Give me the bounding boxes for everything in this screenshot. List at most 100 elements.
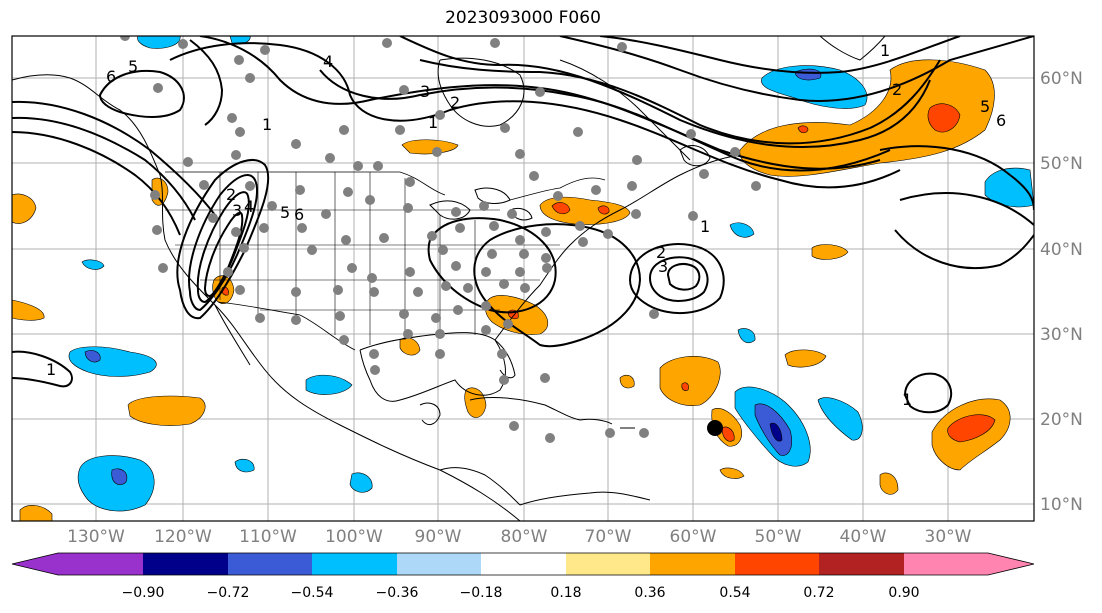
anomaly-negative-central-atlantic-core: [769, 422, 783, 442]
contour-label: 4: [244, 197, 254, 216]
contour-label: 1: [700, 217, 710, 236]
anomaly-positive-near-marker-core: [721, 426, 735, 442]
map-frame: [11, 35, 1035, 522]
contour-label: 1: [902, 390, 912, 409]
anomaly-negative-atlantic-small-3: [729, 222, 755, 238]
lon-tick-label: 40°W: [840, 527, 887, 547]
colorbar-label: −0.18: [460, 585, 503, 601]
anomaly-positive-central-atlantic-core: [681, 382, 689, 391]
lon-tick-label: 80°W: [501, 527, 548, 547]
anomaly-negative-atlantic-small-2: [737, 328, 756, 343]
anomaly-negative-pacific-small: [81, 259, 105, 270]
colorbar-segment: [735, 553, 819, 575]
contour-label: 2: [450, 93, 460, 112]
lon-tick-label: 60°W: [670, 527, 717, 547]
colorbar-segment: [650, 553, 735, 575]
colorbar-outline: [11, 552, 1035, 576]
anomaly-positive-pacific-3: [19, 505, 53, 521]
anomaly-negative-top-1: [137, 36, 181, 49]
anomaly-positive-northeast-core-2: [597, 205, 610, 215]
lon-tick-label: 90°W: [415, 527, 462, 547]
contour-label: 2: [226, 185, 236, 204]
contour-label: 2: [656, 243, 666, 262]
colorbar-segment: [566, 553, 650, 575]
anomaly-positive-north-atlantic-small: [797, 125, 809, 134]
contour-label: 5: [980, 97, 990, 116]
height-contours: [12, 36, 1034, 414]
colorbar-label: −0.54: [291, 585, 334, 601]
lon-tick-label: 50°W: [755, 527, 802, 547]
contour-label: 6: [106, 67, 116, 86]
lat-tick-label: 60°N: [1040, 69, 1083, 89]
anomaly-negative-atlantic-small-1: [817, 397, 863, 441]
contour-label: 1: [262, 115, 272, 134]
longitude-labels: 130°W 120°W 110°W 100°W 90°W 80°W 70°W 6…: [67, 527, 972, 547]
contour-label: 3: [420, 82, 430, 101]
colorbar-label: 0.36: [634, 585, 665, 601]
contour-label: 3: [658, 257, 668, 276]
contour-labels: 6 5 4 3 2 1 1 2 3 4 5 6 1 2 3 1 2 5 6 1 …: [46, 41, 1006, 409]
colorbar: −0.90 −0.72 −0.54 −0.36 −0.18 0.18 0.36 …: [11, 552, 1035, 601]
coastlines: [12, 36, 886, 521]
contour-label: 1: [428, 113, 438, 132]
colorbar-segment: [12, 553, 143, 575]
anomaly-negative-pacific-4: [305, 374, 353, 395]
contour-label: 5: [128, 57, 138, 76]
colorbar-segment: [904, 553, 1034, 575]
contour-label: 3: [232, 201, 242, 220]
anomaly-positive-canada: [401, 139, 459, 155]
anomaly-positive-west-edge: [12, 193, 37, 224]
station-dots: [120, 36, 761, 443]
lon-tick-label: 30°W: [925, 527, 972, 547]
colorbar-segment: [819, 553, 904, 575]
colorbar-label: 0.54: [719, 585, 750, 601]
anomaly-positive-northeast-core-1: [551, 202, 571, 215]
lon-tick-label: 110°W: [239, 527, 297, 547]
anomaly-positive-pacific-1: [12, 299, 45, 321]
lat-tick-label: 20°N: [1040, 410, 1083, 430]
anomaly-positive-atlantic-5: [879, 472, 899, 495]
anomaly-negative-pacific-west-core: [84, 350, 101, 363]
lon-tick-label: 70°W: [585, 527, 632, 547]
anomaly-positive-atlantic-1: [619, 374, 635, 389]
map-background: [12, 36, 1034, 521]
anomaly-positive-east-atlantic-core: [947, 414, 996, 443]
colorbar-label: 0.18: [550, 585, 581, 601]
colorbar-label: 0.72: [803, 585, 834, 601]
highlight-marker: [707, 420, 723, 436]
colorbar-segment: [397, 553, 481, 575]
lon-tick-label: 130°W: [67, 527, 125, 547]
anomaly-negative-pacific-5: [349, 472, 373, 493]
colorbar-label: −0.90: [122, 585, 165, 601]
colorbar-segment: [143, 553, 228, 575]
contour-label: 5: [280, 203, 290, 222]
anomaly-positive-atlantic-2: [784, 349, 827, 368]
colorbar-segment: [481, 553, 566, 575]
anomaly-positive-pacific-2: [127, 395, 206, 426]
anomaly-positive-north-atlantic-core: [927, 103, 961, 133]
contour-label: 1: [46, 360, 56, 379]
lon-tick-label: 120°W: [154, 527, 212, 547]
map-title: 2023093000 F060: [445, 8, 601, 28]
contour-label: 1: [880, 41, 890, 60]
lat-tick-label: 10°N: [1040, 495, 1083, 515]
anomaly-negative-labrador: [761, 65, 868, 109]
anomaly-positive-atlantic-4: [719, 467, 745, 479]
contour-label: 6: [996, 111, 1006, 130]
colorbar-segment: [312, 553, 397, 575]
contour-label: 4: [323, 52, 333, 71]
colorbar-label: −0.36: [376, 585, 419, 601]
contour-label: 6: [294, 205, 304, 224]
anomaly-positive-central-atlantic: [659, 356, 721, 406]
anomaly-negative-pacific-south-core: [111, 468, 128, 485]
anomaly-negative-pacific-6: [234, 458, 255, 473]
colorbar-segment: [228, 553, 312, 575]
colorbar-label: −0.72: [207, 585, 250, 601]
latitude-labels: 60°N 50°N 40°N 30°N 20°N 10°N: [1040, 69, 1083, 515]
lat-tick-label: 30°N: [1040, 325, 1083, 345]
lat-tick-label: 50°N: [1040, 154, 1083, 174]
lat-tick-label: 40°N: [1040, 240, 1083, 260]
colorbar-label: 0.90: [888, 585, 919, 601]
anomaly-positive-atlantic-3: [811, 244, 849, 260]
